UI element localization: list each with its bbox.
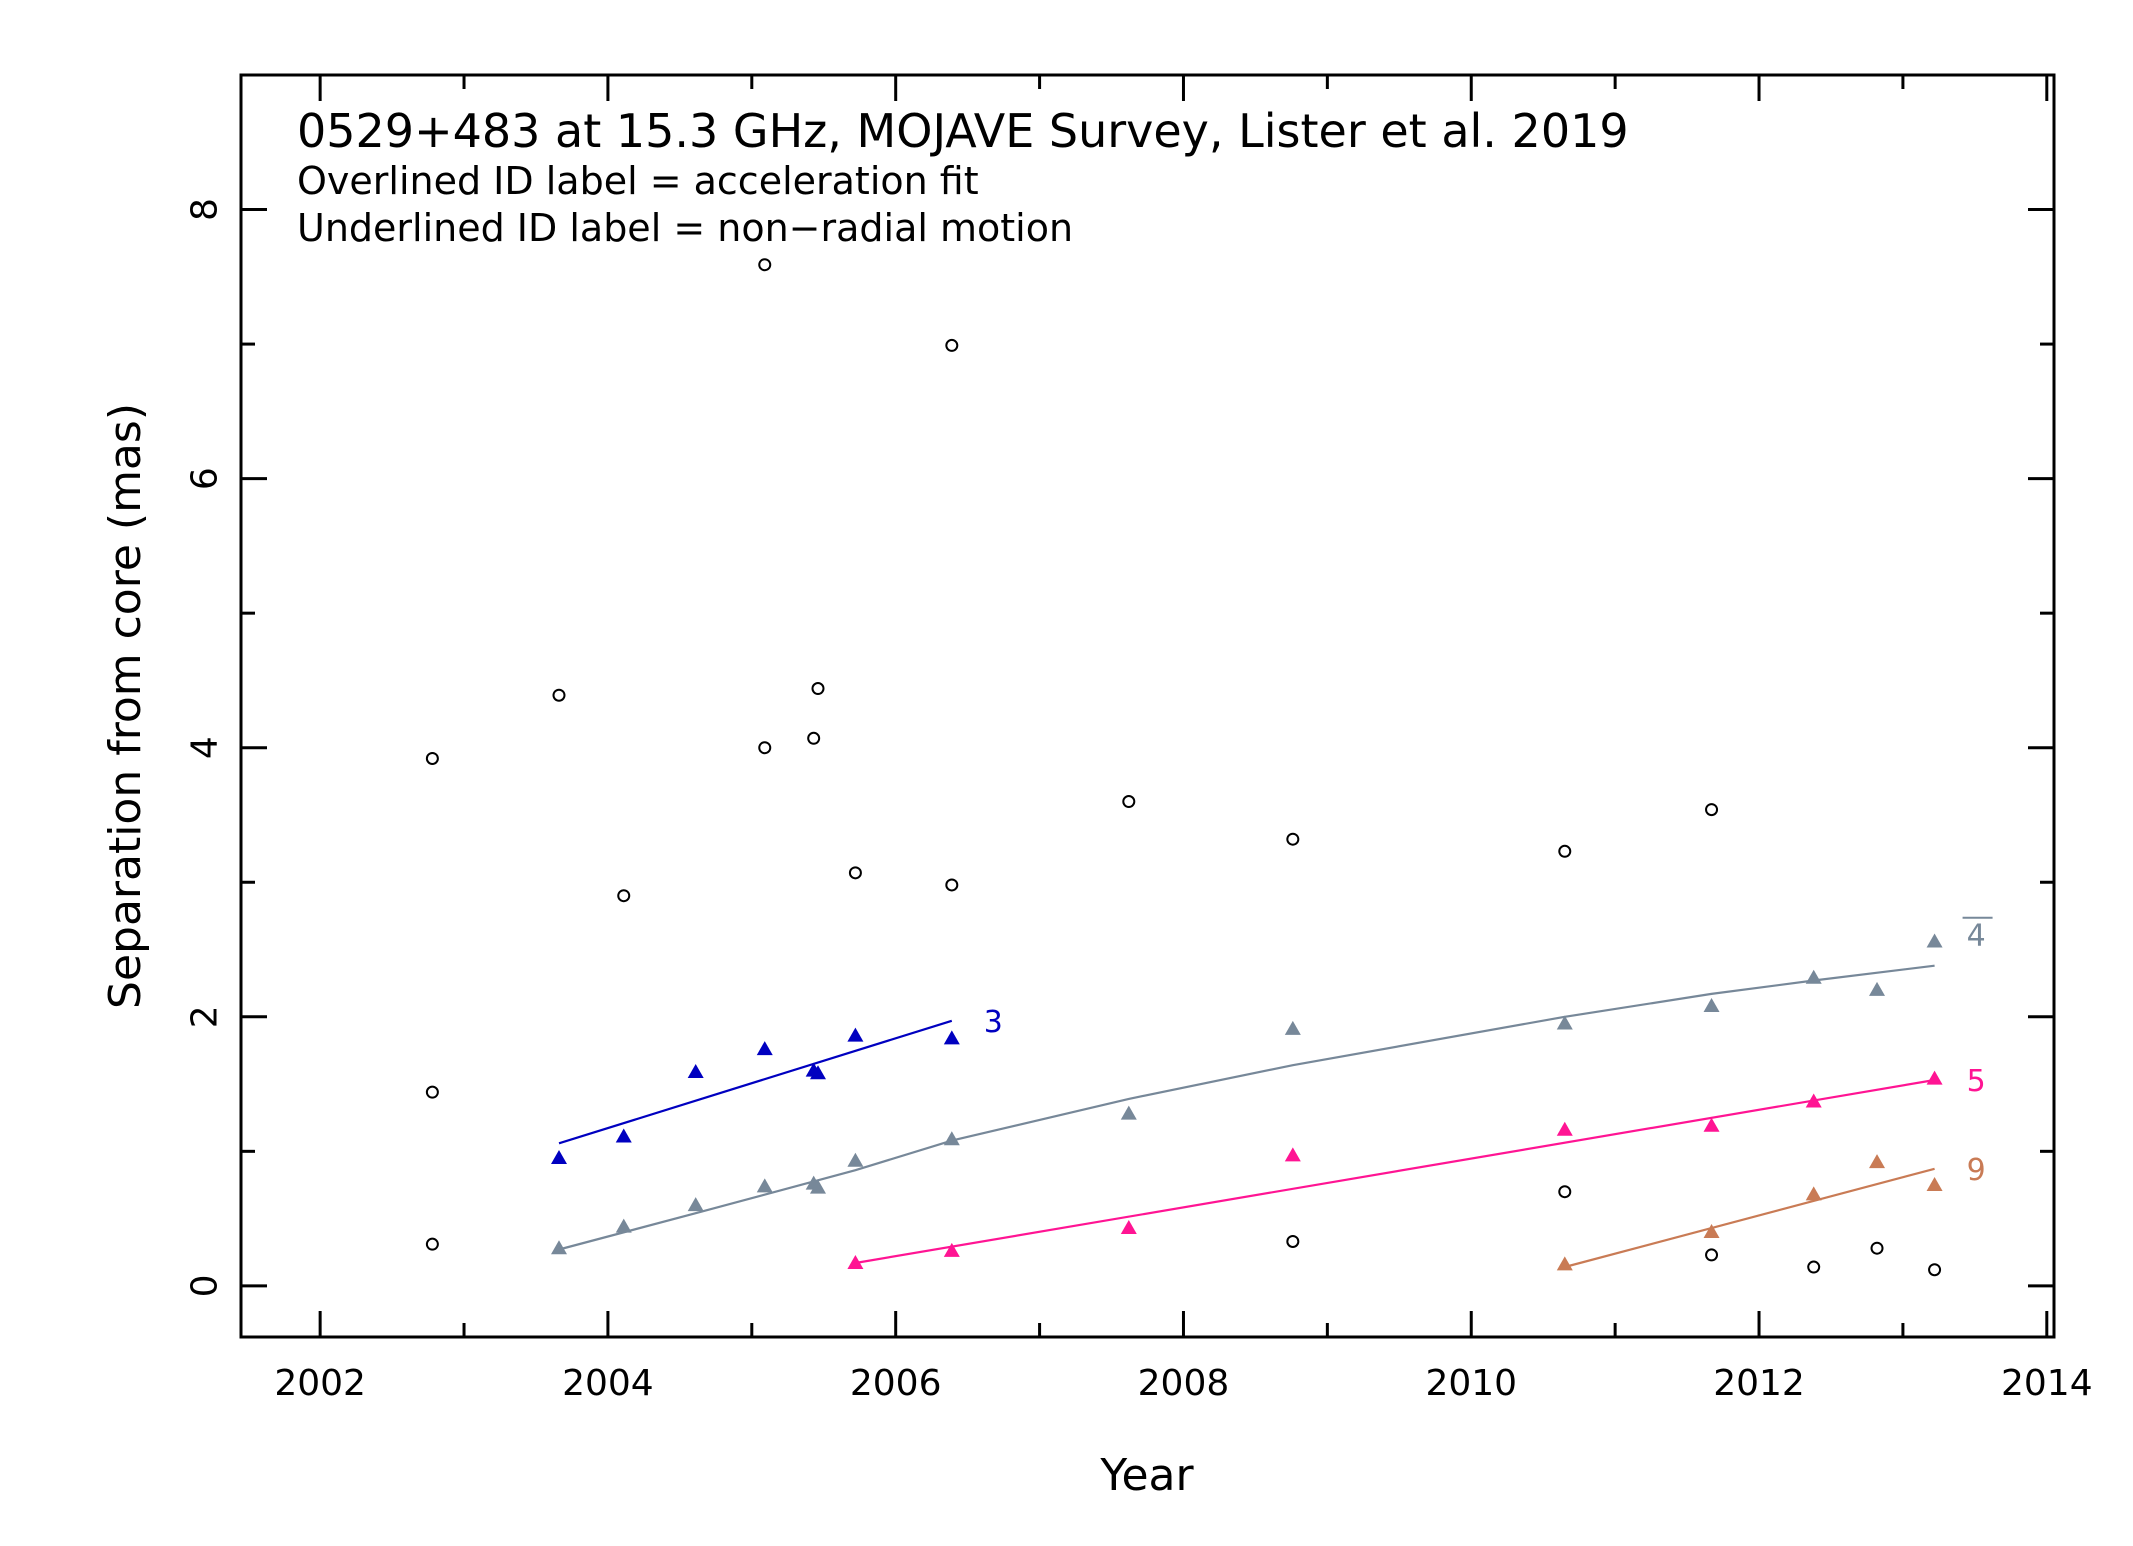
unassigned-point: [848, 866, 862, 880]
x-axis-title: Year: [1099, 1450, 1194, 1501]
unassigned-point: [1286, 1234, 1300, 1248]
y-axis-title: Separation from core (mas): [100, 403, 151, 1009]
series-label-5: 5: [1967, 1064, 1986, 1099]
series-4-point: [1556, 1015, 1573, 1030]
x-tick-label: 2012: [1713, 1363, 1805, 1404]
unassigned-point: [1807, 1260, 1821, 1274]
series-4-point: [943, 1131, 960, 1146]
unassigned-point: [552, 688, 566, 702]
series-5-point: [943, 1242, 960, 1257]
x-tick-label: 2014: [2001, 1363, 2093, 1404]
fit-line-5: [855, 1078, 1935, 1265]
x-tick-label: 2010: [1425, 1363, 1517, 1404]
x-tick-label: 2008: [1138, 1363, 1230, 1404]
y-tick-label: 8: [185, 198, 226, 221]
series-4-point: [756, 1178, 773, 1193]
unassigned-point: [1286, 832, 1300, 846]
unassigned-point: [1558, 1185, 1572, 1199]
chart-subtitle-2: Underlined ID label = non−radial motion: [297, 206, 1073, 250]
series-4-point: [550, 1240, 567, 1255]
x-tick-label: 2002: [274, 1363, 366, 1404]
unassigned-point: [1122, 795, 1136, 809]
unassigned-point: [1870, 1241, 1884, 1255]
series-3-point: [550, 1150, 567, 1165]
series-3-point: [687, 1063, 704, 1078]
unassigned-point: [425, 751, 439, 765]
series-9-point: [1556, 1256, 1573, 1271]
y-tick-label: 2: [185, 1005, 226, 1028]
series-5-point: [1703, 1117, 1720, 1132]
series-3-point: [615, 1128, 632, 1143]
series-4-point: [1120, 1105, 1137, 1120]
series-9-point: [1805, 1186, 1822, 1201]
fit-lines: [558, 964, 1935, 1269]
series-4-point: [847, 1152, 864, 1167]
series-3-point: [847, 1027, 864, 1042]
unassigned-point: [945, 338, 959, 352]
y-tick-label: 4: [185, 736, 226, 759]
series-4-point: [809, 1179, 826, 1194]
plot-frame: [239, 73, 2056, 1339]
series-4-point: [1284, 1020, 1301, 1035]
series-5-point: [1120, 1220, 1137, 1235]
fit-line-4: [558, 964, 1935, 1251]
unassigned-point: [1705, 803, 1719, 817]
unassigned-point: [425, 1237, 439, 1251]
fit-line-9: [1564, 1167, 1935, 1269]
series-3-point: [756, 1041, 773, 1056]
series-4-point: [687, 1197, 704, 1212]
series-4-point: [1869, 981, 1886, 996]
unassigned-point: [758, 741, 772, 755]
series-5-point: [847, 1255, 864, 1270]
series-4-point: [1805, 969, 1822, 984]
series-labels: 3 4 5 9: [984, 916, 1993, 1188]
unassigned-point: [425, 1085, 439, 1099]
series-5-point: [1284, 1147, 1301, 1162]
unassigned-point: [1558, 844, 1572, 858]
y-tick-label: 6: [185, 467, 226, 490]
unassigned-point: [758, 258, 772, 272]
series-9-point: [1926, 1176, 1943, 1191]
series-4-point: [1926, 933, 1943, 948]
series-label-9: 9: [1967, 1153, 1986, 1188]
y-tick-label: 0: [185, 1274, 226, 1297]
unassigned-point: [807, 731, 821, 745]
series-label-3: 3: [984, 1005, 1003, 1040]
series-3-point: [943, 1030, 960, 1045]
chart-title: 0529+483 at 15.3 GHz, MOJAVE Survey, Lis…: [297, 104, 1629, 158]
series-5-point: [1556, 1121, 1573, 1136]
unassigned-point: [617, 889, 631, 903]
x-tick-label: 2006: [850, 1363, 942, 1404]
unassigned-point: [1705, 1248, 1719, 1262]
unassigned-point: [945, 878, 959, 892]
series-label-4: 4: [1967, 919, 1986, 954]
series-3-point: [809, 1065, 826, 1080]
fit-line-3: [558, 1019, 953, 1145]
series-5-point: [1926, 1070, 1943, 1085]
x-tick-label: 2004: [562, 1363, 654, 1404]
unassigned-point: [811, 682, 825, 696]
unassigned-point: [1928, 1263, 1942, 1277]
series-9-point: [1869, 1154, 1886, 1169]
series-5-point: [1805, 1093, 1822, 1108]
series-4-point: [615, 1218, 632, 1233]
series-9-point: [1703, 1224, 1720, 1239]
chart-subtitle-1: Overlined ID label = acceleration fit: [297, 159, 979, 203]
axis-ticks: 2002 2004 2006 2008 2010 2012 2014 0 2 4 6 8: [185, 73, 2093, 1404]
series-4-point: [1703, 998, 1720, 1013]
data-markers: [425, 258, 1943, 1277]
